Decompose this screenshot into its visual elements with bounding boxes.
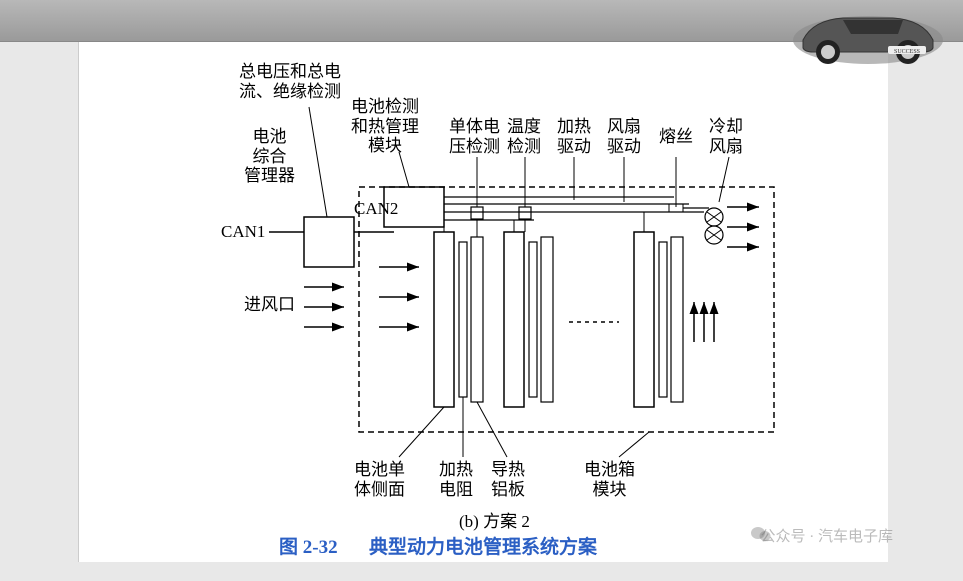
label-cell-voltage: 单体电 压检测 (449, 117, 500, 156)
label-heat-resistor: 加热 电阻 (439, 460, 473, 499)
label-can2: CAN2 (354, 199, 398, 219)
figure-number: 图 2-32 (279, 532, 338, 559)
cooling-fan-icon (705, 208, 723, 244)
diagram-container: 总电压和总电 流、绝缘检测 电池 综合 管理器 电池检测 和热管理 模块 单体电… (79, 42, 888, 562)
label-fan-drive: 风扇 驱动 (607, 117, 641, 156)
label-fuse: 熔丝 (659, 127, 693, 147)
label-conductive-plate: 导热 铝板 (491, 460, 525, 499)
watermark-text: 公众号 · 汽车电子库 (761, 529, 894, 545)
label-temp-detect: 温度 检测 (507, 117, 541, 156)
label-total-voltage: 总电压和总电 流、绝缘检测 (239, 62, 341, 101)
label-battery-manager: 电池 综合 管理器 (244, 127, 295, 186)
label-can1: CAN1 (221, 222, 265, 242)
label-battery-box: 电池箱 模块 (584, 460, 635, 499)
car-decoration: SUCCESS (783, 0, 953, 70)
label-air-inlet: 进风口 (244, 295, 295, 315)
label-heat-drive: 加热 驱动 (557, 117, 591, 156)
label-cooling-fan: 冷却 风扇 (709, 117, 743, 156)
label-cell-side: 电池单 体侧面 (354, 460, 405, 499)
label-detect-module: 电池检测 和热管理 模块 (351, 97, 419, 156)
content-area: 总电压和总电 流、绝缘检测 电池 综合 管理器 电池检测 和热管理 模块 单体电… (78, 42, 888, 562)
watermark: 公众号 · 汽车电子库 (751, 525, 893, 546)
svg-text:SUCCESS: SUCCESS (894, 49, 920, 55)
figure-title: 典型动力电池管理系统方案 (369, 532, 597, 559)
subtitle: (b) 方案 2 (459, 507, 530, 532)
